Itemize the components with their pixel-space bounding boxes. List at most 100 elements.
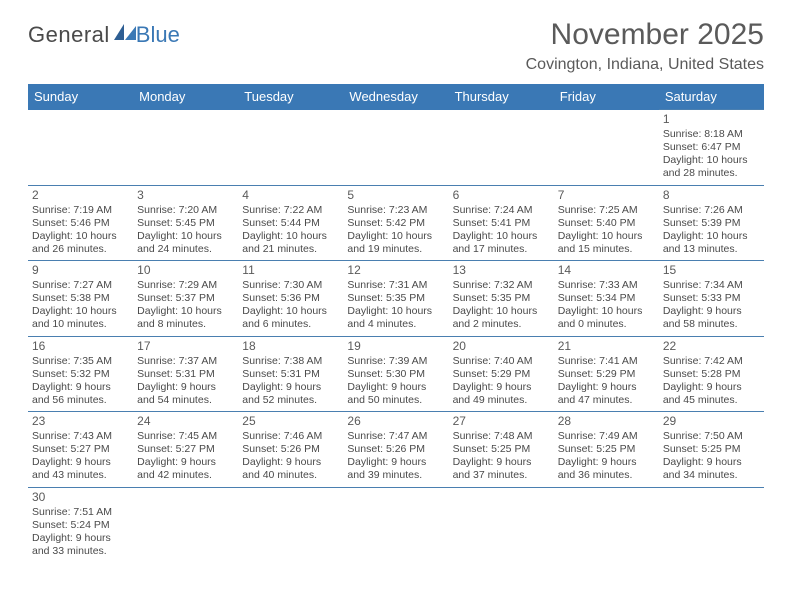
sunset-text: Sunset: 5:37 PM (137, 292, 234, 305)
sunset-text: Sunset: 5:24 PM (32, 519, 129, 532)
sunset-text: Sunset: 5:38 PM (32, 292, 129, 305)
calendar-day-cell (554, 487, 659, 562)
sunrise-text: Sunrise: 7:27 AM (32, 279, 129, 292)
daylight-text: Daylight: 10 hours and 26 minutes. (32, 230, 129, 256)
calendar-week-row: 2Sunrise: 7:19 AMSunset: 5:46 PMDaylight… (28, 185, 764, 261)
daylight-text: Daylight: 9 hours and 43 minutes. (32, 456, 129, 482)
calendar-week-row: 9Sunrise: 7:27 AMSunset: 5:38 PMDaylight… (28, 261, 764, 337)
daylight-text: Daylight: 9 hours and 40 minutes. (242, 456, 339, 482)
sunrise-text: Sunrise: 7:45 AM (137, 430, 234, 443)
day-number: 3 (137, 188, 234, 203)
calendar-day-cell: 2Sunrise: 7:19 AMSunset: 5:46 PMDaylight… (28, 185, 133, 261)
calendar-day-cell (28, 110, 133, 186)
sunset-text: Sunset: 5:39 PM (663, 217, 760, 230)
day-number: 24 (137, 414, 234, 429)
sunrise-text: Sunrise: 7:29 AM (137, 279, 234, 292)
calendar-day-cell (238, 110, 343, 186)
calendar-day-cell: 30Sunrise: 7:51 AMSunset: 5:24 PMDayligh… (28, 487, 133, 562)
daylight-text: Daylight: 9 hours and 37 minutes. (453, 456, 550, 482)
calendar-body: 1Sunrise: 8:18 AMSunset: 6:47 PMDaylight… (28, 110, 764, 563)
day-number: 2 (32, 188, 129, 203)
day-number: 16 (32, 339, 129, 354)
sunrise-text: Sunrise: 7:23 AM (347, 204, 444, 217)
day-number: 17 (137, 339, 234, 354)
calendar-day-cell: 4Sunrise: 7:22 AMSunset: 5:44 PMDaylight… (238, 185, 343, 261)
day-number: 25 (242, 414, 339, 429)
calendar-day-cell: 23Sunrise: 7:43 AMSunset: 5:27 PMDayligh… (28, 412, 133, 488)
sunrise-text: Sunrise: 7:31 AM (347, 279, 444, 292)
sunset-text: Sunset: 5:31 PM (242, 368, 339, 381)
daylight-text: Daylight: 10 hours and 17 minutes. (453, 230, 550, 256)
weekday-header: Saturday (659, 84, 764, 110)
weekday-header: Thursday (449, 84, 554, 110)
sunset-text: Sunset: 5:35 PM (453, 292, 550, 305)
daylight-text: Daylight: 10 hours and 8 minutes. (137, 305, 234, 331)
sunrise-text: Sunrise: 7:38 AM (242, 355, 339, 368)
calendar-page: General Blue November 2025 Covington, In… (0, 0, 792, 574)
calendar-day-cell: 21Sunrise: 7:41 AMSunset: 5:29 PMDayligh… (554, 336, 659, 412)
calendar-day-cell: 6Sunrise: 7:24 AMSunset: 5:41 PMDaylight… (449, 185, 554, 261)
sunset-text: Sunset: 5:44 PM (242, 217, 339, 230)
weekday-header: Monday (133, 84, 238, 110)
sunrise-text: Sunrise: 7:48 AM (453, 430, 550, 443)
sunset-text: Sunset: 5:30 PM (347, 368, 444, 381)
daylight-text: Daylight: 9 hours and 45 minutes. (663, 381, 760, 407)
daylight-text: Daylight: 9 hours and 47 minutes. (558, 381, 655, 407)
calendar-day-cell (133, 487, 238, 562)
location-text: Covington, Indiana, United States (526, 56, 764, 74)
daylight-text: Daylight: 9 hours and 56 minutes. (32, 381, 129, 407)
calendar-day-cell (343, 110, 448, 186)
daylight-text: Daylight: 9 hours and 52 minutes. (242, 381, 339, 407)
daylight-text: Daylight: 9 hours and 49 minutes. (453, 381, 550, 407)
sunrise-text: Sunrise: 7:30 AM (242, 279, 339, 292)
daylight-text: Daylight: 10 hours and 15 minutes. (558, 230, 655, 256)
calendar-week-row: 23Sunrise: 7:43 AMSunset: 5:27 PMDayligh… (28, 412, 764, 488)
sunrise-text: Sunrise: 7:51 AM (32, 506, 129, 519)
day-number: 15 (663, 263, 760, 278)
day-number: 4 (242, 188, 339, 203)
sunset-text: Sunset: 5:25 PM (663, 443, 760, 456)
sunset-text: Sunset: 5:25 PM (558, 443, 655, 456)
sunset-text: Sunset: 5:28 PM (663, 368, 760, 381)
calendar-day-cell: 7Sunrise: 7:25 AMSunset: 5:40 PMDaylight… (554, 185, 659, 261)
day-number: 8 (663, 188, 760, 203)
calendar-day-cell (343, 487, 448, 562)
calendar-day-cell: 16Sunrise: 7:35 AMSunset: 5:32 PMDayligh… (28, 336, 133, 412)
day-number: 30 (32, 490, 129, 505)
calendar-day-cell: 10Sunrise: 7:29 AMSunset: 5:37 PMDayligh… (133, 261, 238, 337)
sunrise-text: Sunrise: 7:41 AM (558, 355, 655, 368)
calendar-day-cell (449, 487, 554, 562)
day-number: 6 (453, 188, 550, 203)
header-row: General Blue November 2025 Covington, In… (28, 18, 764, 74)
calendar-day-cell (449, 110, 554, 186)
logo-sail-icon (114, 24, 136, 40)
sunset-text: Sunset: 5:27 PM (32, 443, 129, 456)
sunset-text: Sunset: 5:25 PM (453, 443, 550, 456)
daylight-text: Daylight: 9 hours and 34 minutes. (663, 456, 760, 482)
calendar-day-cell (659, 487, 764, 562)
calendar-day-cell: 8Sunrise: 7:26 AMSunset: 5:39 PMDaylight… (659, 185, 764, 261)
day-number: 27 (453, 414, 550, 429)
sunset-text: Sunset: 5:35 PM (347, 292, 444, 305)
daylight-text: Daylight: 9 hours and 36 minutes. (558, 456, 655, 482)
sunset-text: Sunset: 5:33 PM (663, 292, 760, 305)
daylight-text: Daylight: 9 hours and 33 minutes. (32, 532, 129, 558)
calendar-week-row: 16Sunrise: 7:35 AMSunset: 5:32 PMDayligh… (28, 336, 764, 412)
daylight-text: Daylight: 10 hours and 2 minutes. (453, 305, 550, 331)
calendar-day-cell: 13Sunrise: 7:32 AMSunset: 5:35 PMDayligh… (449, 261, 554, 337)
sunrise-text: Sunrise: 7:26 AM (663, 204, 760, 217)
sunrise-text: Sunrise: 7:40 AM (453, 355, 550, 368)
daylight-text: Daylight: 9 hours and 58 minutes. (663, 305, 760, 331)
sunrise-text: Sunrise: 7:49 AM (558, 430, 655, 443)
day-number: 28 (558, 414, 655, 429)
calendar-day-cell: 12Sunrise: 7:31 AMSunset: 5:35 PMDayligh… (343, 261, 448, 337)
daylight-text: Daylight: 10 hours and 19 minutes. (347, 230, 444, 256)
sunset-text: Sunset: 5:41 PM (453, 217, 550, 230)
sunset-text: Sunset: 5:26 PM (347, 443, 444, 456)
sunset-text: Sunset: 5:32 PM (32, 368, 129, 381)
calendar-week-row: 30Sunrise: 7:51 AMSunset: 5:24 PMDayligh… (28, 487, 764, 562)
weekday-header: Tuesday (238, 84, 343, 110)
daylight-text: Daylight: 9 hours and 39 minutes. (347, 456, 444, 482)
weekday-header: Sunday (28, 84, 133, 110)
sunrise-text: Sunrise: 7:20 AM (137, 204, 234, 217)
